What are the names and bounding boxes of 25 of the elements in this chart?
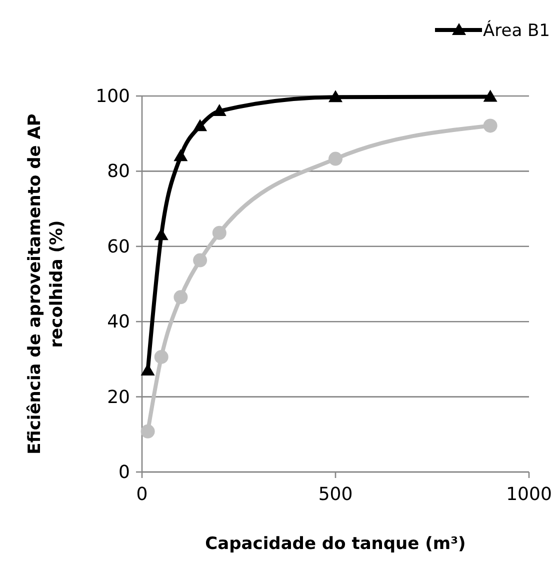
- y-tick-label: 100: [96, 86, 130, 107]
- x-axis-title: Capacidade do tanque (m³): [205, 534, 466, 554]
- point: [212, 226, 226, 240]
- x-tick-label: 1000: [506, 484, 552, 505]
- point: [328, 90, 342, 102]
- point: [212, 104, 226, 116]
- point: [483, 90, 498, 102]
- x-tick-label: 0: [136, 484, 148, 505]
- point: [328, 152, 342, 166]
- y-tick-label: 60: [107, 236, 130, 258]
- point: [154, 350, 168, 364]
- y-tick-label: 80: [107, 161, 130, 182]
- point: [154, 228, 168, 240]
- point: [174, 149, 188, 162]
- y-axis-title: Eficiência de aproveitamento de AP recolhida (%): [25, 114, 67, 454]
- point: [140, 424, 155, 438]
- point: [193, 253, 208, 268]
- y-tick-label: 40: [107, 312, 130, 333]
- point: [483, 118, 498, 133]
- x-tick-label: 500: [318, 484, 353, 505]
- y-tick-label: 20: [107, 386, 130, 408]
- y-tick-label: 0: [118, 462, 130, 483]
- point: [174, 290, 188, 304]
- legend-label: Área B1: [482, 20, 550, 41]
- point: [193, 119, 208, 132]
